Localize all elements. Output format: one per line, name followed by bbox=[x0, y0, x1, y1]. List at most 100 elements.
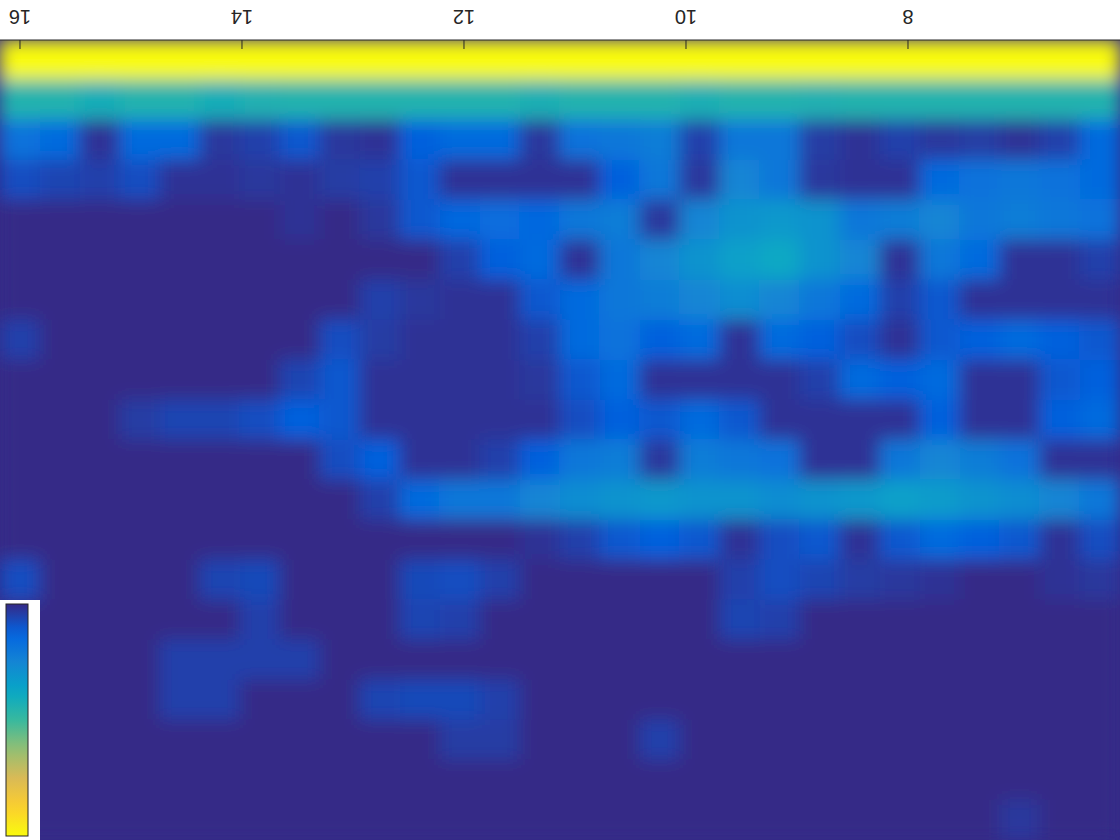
heat-cell bbox=[560, 480, 601, 521]
heat-cell bbox=[800, 40, 841, 81]
heat-cell bbox=[680, 800, 721, 840]
heat-cell bbox=[680, 760, 721, 801]
heat-cell bbox=[1080, 120, 1120, 161]
heat-cell bbox=[920, 200, 961, 241]
heat-cell bbox=[400, 600, 441, 641]
heat-cell bbox=[120, 520, 161, 561]
heat-cell bbox=[400, 320, 441, 361]
heat-cell bbox=[440, 520, 481, 561]
heat-cell bbox=[520, 400, 561, 441]
heat-cell bbox=[1040, 440, 1081, 481]
heat-cell bbox=[600, 360, 641, 401]
heat-cell bbox=[240, 760, 281, 801]
heat-cell bbox=[40, 160, 81, 201]
heat-cell bbox=[560, 560, 601, 601]
heat-cell bbox=[200, 440, 241, 481]
heat-cell bbox=[880, 600, 921, 641]
plot-background bbox=[0, 40, 1120, 840]
heat-cell bbox=[1040, 680, 1081, 721]
heat-cell bbox=[120, 800, 161, 840]
heat-cell bbox=[400, 360, 441, 401]
heat-cell bbox=[960, 240, 1001, 281]
heat-cell bbox=[720, 760, 761, 801]
heat-cell bbox=[440, 200, 481, 241]
heat-cell bbox=[1080, 400, 1120, 441]
heat-cell bbox=[840, 680, 881, 721]
heat-cell bbox=[40, 40, 81, 81]
heat-cell bbox=[840, 720, 881, 761]
heat-cell bbox=[880, 280, 921, 321]
heat-cell bbox=[840, 600, 881, 641]
heat-cell bbox=[600, 120, 641, 161]
heat-cell bbox=[960, 120, 1001, 161]
heat-cell bbox=[1000, 600, 1041, 641]
heat-cell bbox=[840, 520, 881, 561]
heat-cell bbox=[520, 360, 561, 401]
heat-cell bbox=[1080, 280, 1120, 321]
heat-cell bbox=[360, 400, 401, 441]
heat-cell bbox=[1080, 640, 1120, 681]
heat-cell bbox=[40, 800, 81, 840]
heat-cell bbox=[320, 680, 361, 721]
heat-cell bbox=[1000, 200, 1041, 241]
heat-cell bbox=[200, 640, 241, 681]
heat-cell bbox=[1040, 560, 1081, 601]
heat-cell bbox=[560, 200, 601, 241]
heat-cell bbox=[1040, 40, 1081, 81]
heat-cell bbox=[800, 760, 841, 801]
heat-cell bbox=[280, 400, 321, 441]
heat-cell bbox=[0, 400, 41, 441]
heat-cell bbox=[520, 520, 561, 561]
heat-cell bbox=[0, 360, 41, 401]
heat-cell bbox=[520, 480, 561, 521]
heat-cell bbox=[240, 680, 281, 721]
heat-cell bbox=[960, 160, 1001, 201]
heat-cell bbox=[1000, 760, 1041, 801]
heat-cell bbox=[480, 280, 521, 321]
heat-cell bbox=[520, 80, 561, 121]
heat-cell bbox=[1080, 360, 1120, 401]
heat-cell bbox=[160, 360, 201, 401]
heat-cell bbox=[400, 520, 441, 561]
heat-cell bbox=[240, 480, 281, 521]
heat-cell bbox=[360, 520, 401, 561]
heat-cell bbox=[1040, 80, 1081, 121]
chart: 161412108 bbox=[0, 0, 1120, 840]
heat-cell bbox=[1000, 120, 1041, 161]
x-axis: 161412108 bbox=[0, 6, 1120, 49]
heat-cell bbox=[840, 360, 881, 401]
heat-cell bbox=[880, 520, 921, 561]
heat-cell bbox=[640, 680, 681, 721]
heat-cell bbox=[560, 760, 601, 801]
heat-cell bbox=[440, 600, 481, 641]
heat-cell bbox=[560, 680, 601, 721]
heat-cell bbox=[240, 800, 281, 840]
heat-cell bbox=[400, 800, 441, 840]
heat-cell bbox=[520, 440, 561, 481]
heat-cell bbox=[680, 280, 721, 321]
heat-cell bbox=[400, 480, 441, 521]
heat-cell bbox=[840, 80, 881, 121]
heat-cell bbox=[320, 200, 361, 241]
heat-cell bbox=[80, 320, 121, 361]
heat-cell bbox=[560, 360, 601, 401]
heat-cell bbox=[1040, 280, 1081, 321]
heat-cell bbox=[1080, 80, 1120, 121]
heat-cell bbox=[400, 560, 441, 601]
heat-cell bbox=[0, 440, 41, 481]
heat-cell bbox=[680, 200, 721, 241]
heat-cell bbox=[920, 360, 961, 401]
heat-cell bbox=[120, 40, 161, 81]
heat-cell bbox=[40, 320, 81, 361]
heat-cell bbox=[1080, 160, 1120, 201]
heat-cell bbox=[880, 480, 921, 521]
heat-cell bbox=[840, 280, 881, 321]
heat-cell bbox=[680, 400, 721, 441]
heat-cell bbox=[80, 240, 121, 281]
heat-cell bbox=[960, 40, 1001, 81]
heat-cell bbox=[600, 200, 641, 241]
heat-cell bbox=[280, 280, 321, 321]
heat-cell bbox=[880, 120, 921, 161]
heat-cell bbox=[720, 560, 761, 601]
heat-cell bbox=[640, 600, 681, 641]
